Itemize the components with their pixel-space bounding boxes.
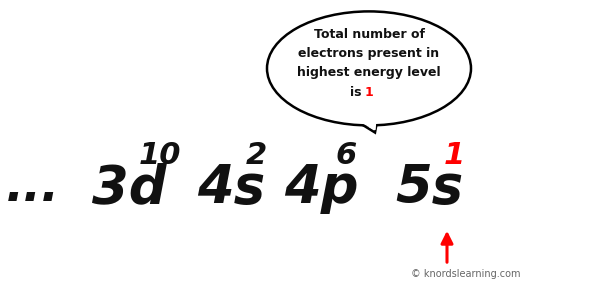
Text: 10: 10 bbox=[139, 141, 181, 170]
Text: 1: 1 bbox=[443, 141, 465, 170]
Text: © knordslearning.com: © knordslearning.com bbox=[411, 269, 521, 279]
Text: is: is bbox=[350, 86, 361, 99]
Polygon shape bbox=[360, 121, 376, 130]
Polygon shape bbox=[359, 123, 377, 133]
Text: 1: 1 bbox=[365, 86, 374, 99]
Text: 3d: 3d bbox=[92, 162, 166, 214]
Text: 5s: 5s bbox=[395, 162, 463, 214]
Text: highest energy level: highest energy level bbox=[297, 66, 441, 80]
Text: 4p: 4p bbox=[284, 162, 358, 214]
Text: 6: 6 bbox=[335, 141, 357, 170]
Text: electrons present in: electrons present in bbox=[298, 47, 440, 60]
Text: ...: ... bbox=[6, 166, 60, 211]
Ellipse shape bbox=[267, 11, 471, 125]
Text: 2: 2 bbox=[245, 141, 267, 170]
Text: 4s: 4s bbox=[197, 162, 265, 214]
Text: Total number of: Total number of bbox=[314, 28, 425, 41]
